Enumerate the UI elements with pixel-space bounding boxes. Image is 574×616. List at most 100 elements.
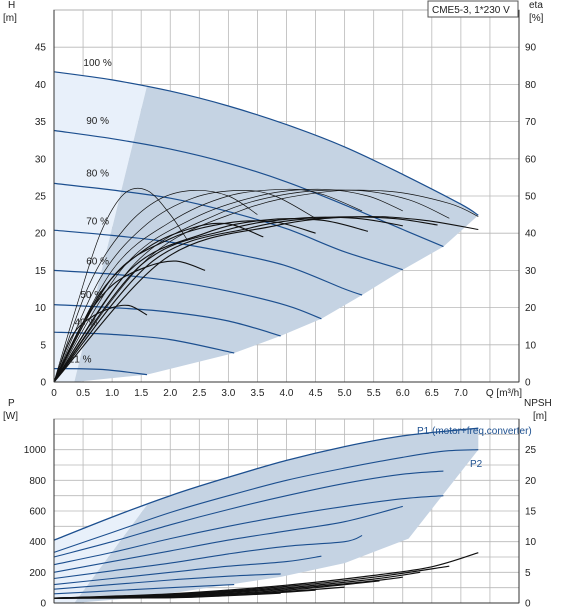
bottom-y2-tick-label: 10 [525, 537, 537, 548]
top-x-tick-label: 5.0 [338, 388, 352, 399]
head-curve-label: 70 % [86, 216, 109, 227]
bottom-power-curves [53, 427, 479, 599]
top-y2-tick-label: 70 [525, 117, 537, 128]
head-curve [53, 269, 322, 320]
head-curve [53, 229, 363, 296]
bottom-y-tick-label: 400 [29, 537, 46, 548]
head-curve-label: 60 % [86, 256, 109, 267]
top-x-tick-label: 1.5 [134, 388, 148, 399]
head-curve-label: 80 % [86, 169, 109, 180]
top-y2-tick-label: 0 [525, 378, 531, 389]
top-y2-tick-label: 30 [525, 266, 537, 277]
bottom-y2-tick-label: 0 [525, 599, 531, 610]
top-y2-tick-label: 80 [525, 80, 537, 91]
power-curve [53, 470, 444, 558]
bottom-y-unit: [W] [3, 411, 18, 422]
bottom-light-region [54, 504, 147, 603]
top-x-tick-label: 2.5 [192, 388, 206, 399]
top-x-tick-label: 3.0 [221, 388, 235, 399]
eta-curve [53, 187, 188, 383]
top-x-tick-label: 4.0 [280, 388, 294, 399]
top-y2-tick-label: 60 [525, 154, 537, 165]
top-y2-label: eta [529, 0, 543, 11]
p2-annotation: P2 [470, 459, 483, 470]
head-curve-label: 50 % [80, 290, 103, 301]
eta-curve [53, 216, 403, 383]
top-x-tick-label: Q [m³/h] [486, 388, 522, 399]
top-y-tick-label: 10 [35, 303, 47, 314]
top-y-tick-label: 40 [35, 80, 47, 91]
bottom-y-tick-label: 600 [29, 507, 46, 518]
bottom-y2-tick-label: 20 [525, 476, 537, 487]
top-x-tick-label: 6.0 [396, 388, 410, 399]
bottom-y-label: P [8, 398, 15, 409]
bottom-axes: 0 200 400 600 800 1000 0 5 10 15 20 25 [24, 419, 537, 610]
top-y-tick-label: 45 [35, 43, 47, 54]
top-x-tick-label: 0.5 [76, 388, 90, 399]
top-y2-tick-label: 40 [525, 229, 537, 240]
head-curve-label: 100 % [83, 58, 111, 69]
top-eta-curves [53, 187, 479, 383]
top-y2-tick-label: 50 [525, 192, 537, 203]
bottom-y-tick-label: 0 [40, 599, 46, 610]
top-x-tick-label: 7.0 [454, 388, 468, 399]
top-axes: 0 0.5 1.0 1.5 2.0 2.5 3.0 3.5 4.0 4.5 5.0 5.5 6.0 6.5… [35, 10, 537, 399]
top-y2-unit: [%] [529, 13, 544, 24]
top-x-tick-label: 1.0 [105, 388, 119, 399]
chart-title: CME5-3, 1*230 V [432, 5, 510, 16]
head-curve [53, 71, 479, 216]
npsh-curve [53, 592, 281, 599]
head-curve [53, 182, 403, 271]
eta-curve [53, 189, 479, 383]
top-y-tick-label: 35 [35, 117, 47, 128]
bottom-y2-tick-label: 5 [525, 568, 531, 579]
bottom-y2-label: NPSH [524, 398, 552, 409]
top-y-tick-label: 15 [35, 266, 47, 277]
top-curve-labels: 100 % 90 % 80 % 70 % 60 % 50 % 40 % 21 % [69, 58, 112, 366]
bottom-y-tick-label: 1000 [24, 445, 47, 456]
top-x-tick-label: 2.0 [163, 388, 177, 399]
top-x-tick-label: 6.5 [425, 388, 439, 399]
top-y-tick-label: 30 [35, 154, 47, 165]
top-x-tick-label: 3.5 [250, 388, 264, 399]
eta-curve [53, 188, 363, 383]
bottom-y2-unit: [m] [533, 411, 547, 422]
bottom-y-tick-label: 800 [29, 476, 46, 487]
eta-curve [53, 215, 479, 383]
top-y2-tick-label: 90 [525, 43, 537, 54]
top-x-tick-label: 0 [51, 388, 57, 399]
head-curve-label: 21 % [69, 355, 92, 366]
bottom-y2-tick-label: 15 [525, 507, 537, 518]
power-curve [53, 573, 281, 590]
head-curve-label: 40 % [75, 317, 98, 328]
eta-curve [53, 218, 369, 383]
top-y-tick-label: 25 [35, 192, 47, 203]
bottom-operating-band [54, 428, 479, 603]
head-curve [53, 129, 444, 248]
top-y-label: H [8, 0, 15, 11]
top-x-tick-label: 5.5 [367, 388, 381, 399]
top-band-region [74, 85, 479, 383]
eta-curve [53, 222, 264, 383]
title-box [427, 0, 519, 18]
bottom-y-tick-label: 200 [29, 568, 46, 579]
power-curve [53, 534, 363, 580]
top-operating-band [54, 71, 479, 383]
eta-curve [53, 216, 438, 383]
top-x-tick-label: 4.5 [309, 388, 323, 399]
top-y2-tick-label: 10 [525, 340, 537, 351]
eta-curve [53, 188, 403, 383]
head-curve [53, 331, 235, 354]
top-y-tick-label: 5 [40, 340, 46, 351]
eta-curve [53, 260, 206, 383]
eta-curve [53, 304, 148, 383]
bottom-band-region [74, 428, 479, 603]
power-curve [53, 505, 403, 573]
power-curve [53, 449, 479, 553]
power-curve [53, 555, 322, 586]
power-curve [53, 427, 479, 541]
top-y-unit: [m] [3, 13, 17, 24]
eta-curve [53, 220, 316, 383]
